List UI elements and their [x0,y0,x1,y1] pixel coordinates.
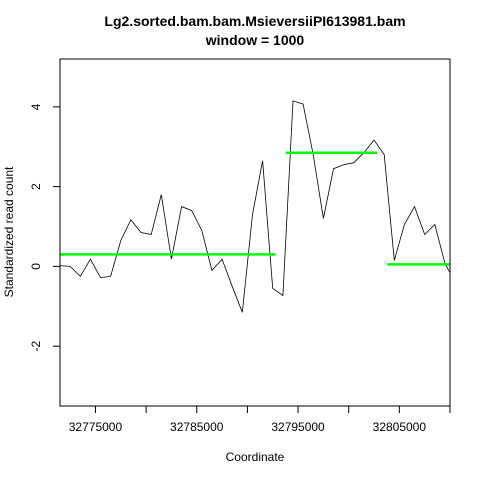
x-tick-label-3: 32805000 [373,420,427,434]
plot-frame [59,58,451,407]
series-line-0 [60,100,450,313]
segments-layer [60,151,450,266]
x-tick-label-0: 32775000 [69,420,123,434]
chart-title: Lg2.sorted.bam.bam.MsieversiiPI613981.ba… [104,13,405,29]
x-axis: 32775000 32785000 32795000 32805000 [69,406,451,434]
y-tick-label-0: -2 [29,341,43,352]
y-tick-label-1: 0 [29,263,43,270]
y-axis-label: Standardized read count [2,166,16,297]
chart-subtitle: window = 1000 [205,32,305,48]
y-tick-label-3: 4 [29,103,43,110]
y-tick-label-2: 2 [29,183,43,190]
series-layer [60,100,450,313]
x-tick-label-2: 32795000 [271,420,325,434]
x-axis-label: Coordinate [226,450,285,464]
y-axis: -2 0 2 4 [29,103,60,352]
x-tick-label-1: 32785000 [170,420,224,434]
plot-content [60,100,450,313]
